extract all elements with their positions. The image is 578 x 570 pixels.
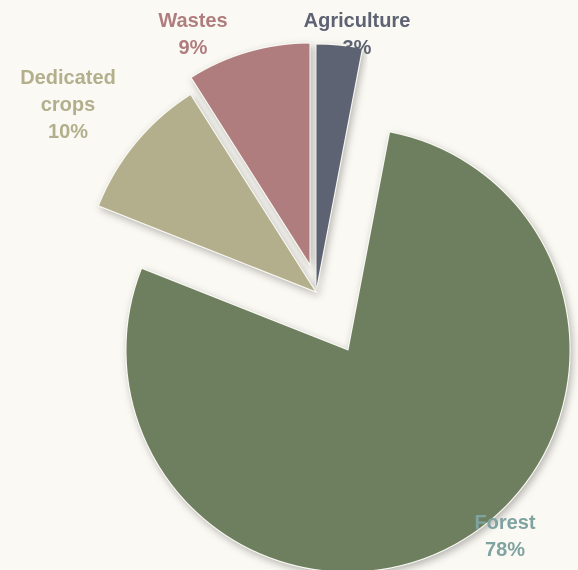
pie-label-name: crops	[41, 94, 95, 116]
pie-slice-agriculture	[315, 43, 364, 293]
pie-label-name: Wastes	[158, 10, 227, 32]
pie-label-name: Agriculture	[304, 10, 411, 32]
pie-label-forest: Forest 78%	[474, 512, 535, 561]
pie-slices	[97, 42, 571, 570]
pie-label-wastes: Wastes 9%	[158, 10, 227, 59]
pie-label-value: 9%	[179, 37, 208, 59]
pie-slice-wastes	[190, 42, 311, 267]
pie-label-value: 10%	[48, 121, 88, 143]
pie-label-agriculture: Agriculture 3%	[304, 10, 411, 59]
pie-labels: Agriculture 3% Forest 78% Dedicated crops 10% W…	[20, 10, 536, 561]
pie-label-dedicated-crops: Dedicated crops 10%	[20, 67, 116, 143]
pie-label-value: 3%	[343, 37, 372, 59]
pie-label-value: 78%	[485, 539, 525, 561]
pie-label-name: Forest	[474, 512, 535, 534]
pie-slice-dedicated-crops	[97, 93, 318, 294]
pie-label-name: Dedicated	[20, 67, 116, 89]
pie-slice-forest	[125, 131, 571, 570]
